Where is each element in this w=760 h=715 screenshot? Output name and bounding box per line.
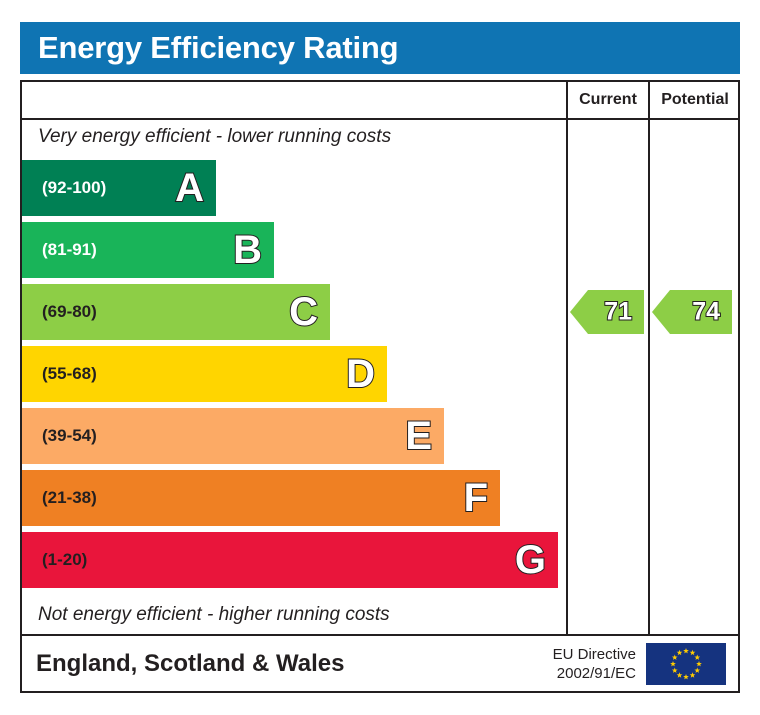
rating-band-f: (21-38) F <box>22 470 500 526</box>
rating-band-b: (81-91) B <box>22 222 274 278</box>
eu-flag-stars-icon <box>670 647 702 679</box>
current-rating-value: 71 <box>603 297 633 326</box>
rating-band-c: (69-80) C <box>22 284 330 340</box>
band-letter-g: G <box>514 538 547 582</box>
band-letter-b: B <box>232 228 263 272</box>
potential-rating-value: 74 <box>691 297 721 326</box>
band-letter-c: C <box>288 290 319 334</box>
band-range-e: (39-54) <box>42 426 97 445</box>
chart-footer: England, Scotland & Wales EU Directive 2… <box>20 636 740 693</box>
band-range-g: (1-20) <box>42 550 88 569</box>
chart-title-bar: Energy Efficiency Rating <box>20 22 740 74</box>
band-range-d: (55-68) <box>42 364 97 383</box>
potential-column-divider <box>648 82 650 634</box>
current-rating-arrow: 71 <box>570 290 644 334</box>
band-letter-d: D <box>345 352 376 396</box>
rating-bands: (92-100) A (81-91) B (69-80) C (55-68) D (39-54)… <box>22 160 566 600</box>
band-letter-f: F <box>463 476 489 520</box>
column-header-potential: Potential <box>661 91 729 108</box>
header-row-divider <box>22 118 738 120</box>
band-range-a: (92-100) <box>42 178 107 197</box>
rating-band-g: (1-20) G <box>22 532 558 588</box>
rating-band-d: (55-68) D <box>22 346 387 402</box>
footer-directive-line1: EU Directive <box>552 645 636 663</box>
rating-band-e: (39-54) E <box>22 408 444 464</box>
eu-flag-icon <box>646 642 726 685</box>
band-letter-a: A <box>174 166 205 210</box>
note-very-efficient: Very energy efficient - lower running co… <box>38 126 392 147</box>
note-not-efficient: Not energy efficient - higher running co… <box>38 604 390 625</box>
footer-region-label: England, Scotland & Wales <box>36 649 345 677</box>
current-column-divider <box>566 82 568 634</box>
column-header-current: Current <box>579 91 637 108</box>
rating-band-a: (92-100) A <box>22 160 216 216</box>
page-title: Energy Efficiency Rating <box>38 30 399 65</box>
chart-frame: Current Potential Very energy efficient … <box>20 80 740 636</box>
band-range-f: (21-38) <box>42 488 97 507</box>
footer-directive: EU Directive 2002/91/EC <box>553 644 636 682</box>
band-range-b: (81-91) <box>42 240 97 259</box>
band-letter-e: E <box>404 414 433 458</box>
band-range-c: (69-80) <box>42 302 97 321</box>
footer-directive-line2: 2002/91/EC <box>556 664 636 682</box>
potential-rating-arrow: 74 <box>652 290 732 334</box>
